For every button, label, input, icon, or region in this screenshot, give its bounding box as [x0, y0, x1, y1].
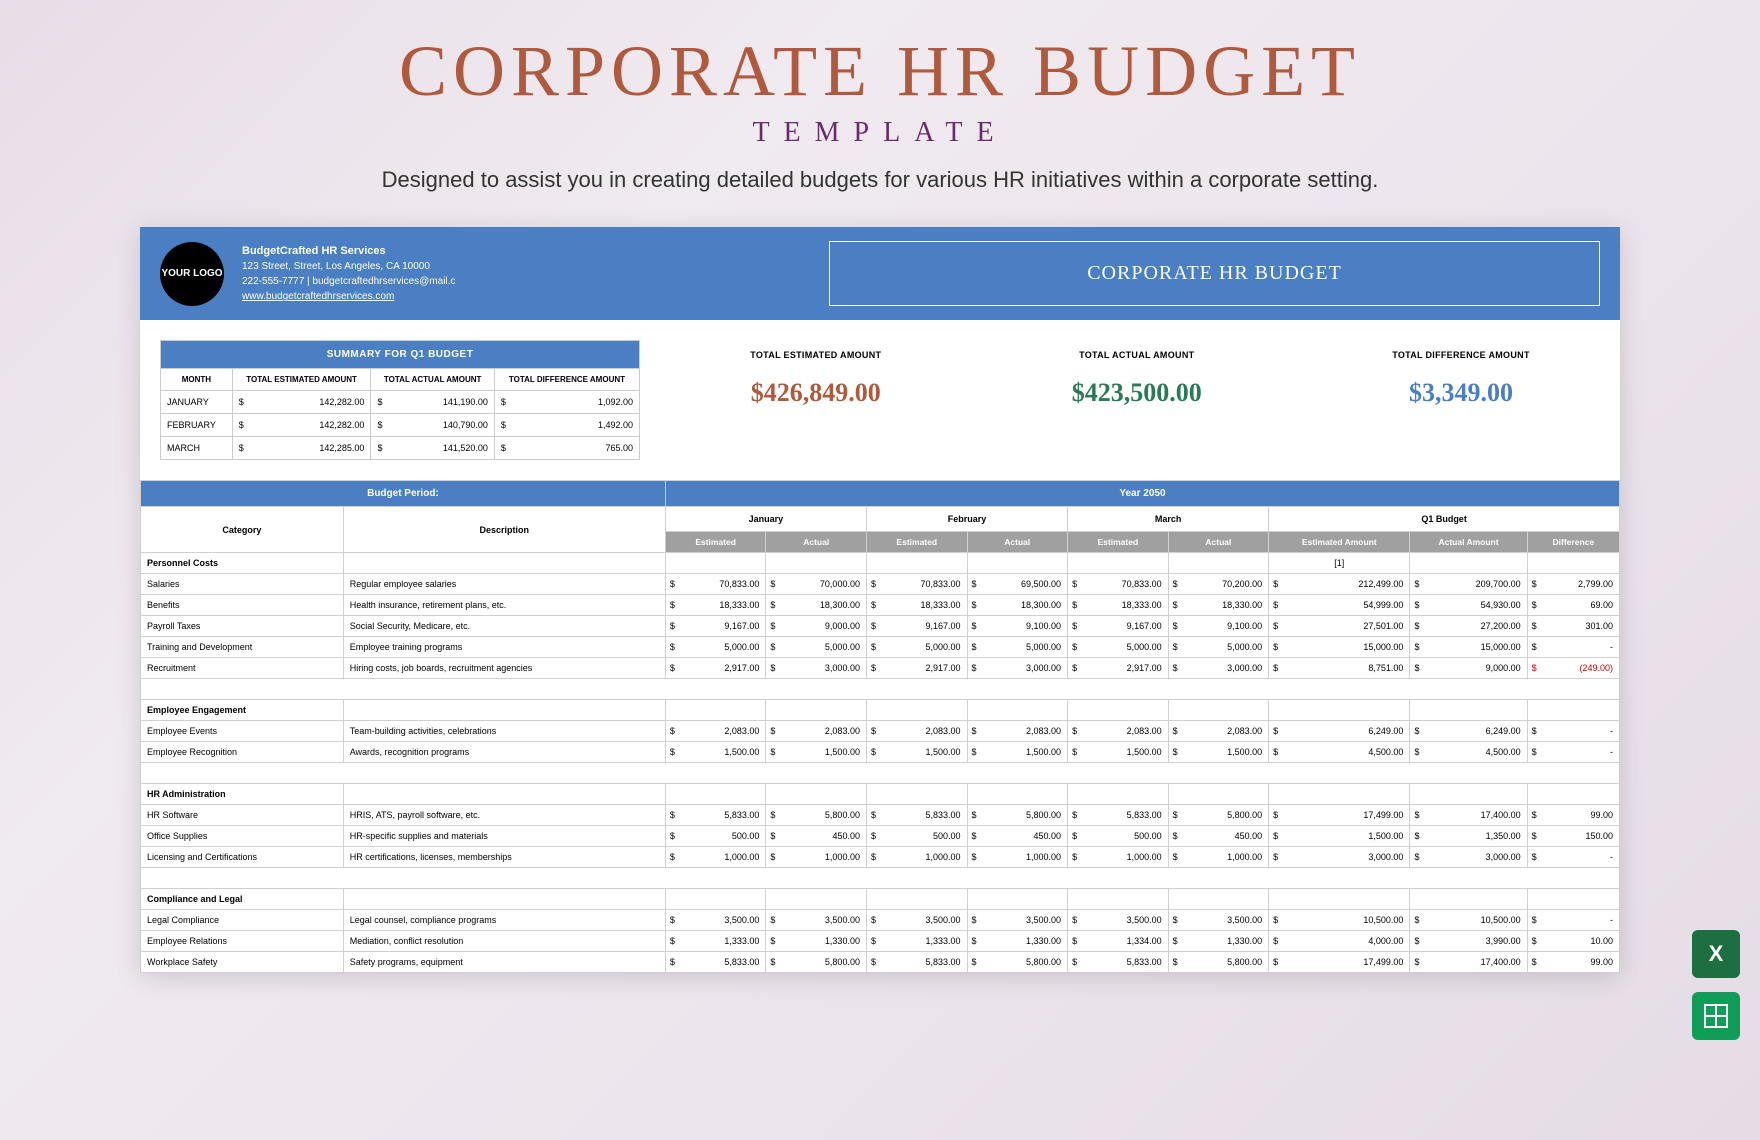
sub-q-e: Estimated Amount [1269, 532, 1410, 553]
section-header-row: Personnel Costs[1] [141, 553, 1620, 574]
excel-icon[interactable]: X [1692, 930, 1740, 978]
total-diff-card: TOTAL DIFFERENCE AMOUNT $3,349.00 [1392, 350, 1530, 408]
page-header: CORPORATE HR BUDGET TEMPLATE Designed to… [0, 0, 1760, 203]
doc-title-box: CORPORATE HR BUDGET [829, 241, 1600, 306]
summary-title: SUMMARY FOR Q1 BUDGET [161, 341, 640, 369]
sub-jan-e: Estimated [665, 532, 766, 553]
sub-feb-e: Estimated [866, 532, 967, 553]
summary-row: JANUARY $ 142,282.00 $ 141,190.00 $ 1,09… [161, 391, 640, 414]
section-header-row: HR Administration [141, 784, 1620, 805]
col-diff: TOTAL DIFFERENCE AMOUNT [494, 369, 639, 391]
budget-table: Budget Period: Year 2050 Category Descri… [140, 480, 1620, 973]
company-info: BudgetCrafted HR Services 123 Street, St… [242, 243, 455, 305]
company-website: www.budgetcraftedhrservices.com [242, 289, 455, 304]
col-feb: February [866, 507, 1067, 532]
sub-jan-a: Actual [766, 532, 867, 553]
col-description: Description [343, 507, 665, 553]
col-q1: Q1 Budget [1269, 507, 1620, 532]
col-mar: March [1068, 507, 1269, 532]
spacer-row [141, 763, 1620, 784]
table-row: Licensing and CertificationsHR certifica… [141, 847, 1620, 868]
summary-section: SUMMARY FOR Q1 BUDGET MONTH TOTAL ESTIMA… [140, 320, 1620, 480]
spacer-row [141, 679, 1620, 700]
spacer-row [141, 868, 1620, 889]
main-title: CORPORATE HR BUDGET [20, 30, 1740, 113]
period-value: Year 2050 [665, 481, 1619, 507]
table-row: Office SuppliesHR-specific supplies and … [141, 826, 1620, 847]
company-address: 123 Street, Street, Los Angeles, CA 1000… [242, 259, 455, 274]
table-row: Employee RecognitionAwards, recognition … [141, 742, 1620, 763]
table-row: HR SoftwareHRIS, ATS, payroll software, … [141, 805, 1620, 826]
table-row: Payroll TaxesSocial Security, Medicare, … [141, 616, 1620, 637]
col-jan: January [665, 507, 866, 532]
col-est: TOTAL ESTIMATED AMOUNT [232, 369, 371, 391]
section-header-row: Employee Engagement [141, 700, 1620, 721]
company-name: BudgetCrafted HR Services [242, 243, 455, 260]
summary-table: SUMMARY FOR Q1 BUDGET MONTH TOTAL ESTIMA… [160, 340, 640, 460]
col-month: MONTH [161, 369, 233, 391]
summary-row: FEBRUARY $ 142,282.00 $ 140,790.00 $ 1,4… [161, 414, 640, 437]
col-category: Category [141, 507, 344, 553]
sub-mar-e: Estimated [1068, 532, 1169, 553]
sub-q-d: Difference [1527, 532, 1619, 553]
sub-feb-a: Actual [967, 532, 1068, 553]
company-contact: 222-555-7777 | budgetcraftedhrservices@m… [242, 274, 455, 289]
table-row: Employee RelationsMediation, conflict re… [141, 931, 1620, 952]
sub-q-a: Actual Amount [1410, 532, 1527, 553]
total-est-label: TOTAL ESTIMATED AMOUNT [750, 350, 881, 360]
doc-header-bar: YOUR LOGO BudgetCrafted HR Services 123 … [140, 227, 1620, 320]
spreadsheet-preview: YOUR LOGO BudgetCrafted HR Services 123 … [140, 227, 1620, 973]
logo-placeholder: YOUR LOGO [160, 242, 224, 306]
summary-row: MARCH $ 142,285.00 $ 141,520.00 $ 765.00 [161, 437, 640, 460]
period-label: Budget Period: [141, 481, 666, 507]
total-estimated-card: TOTAL ESTIMATED AMOUNT $426,849.00 [750, 350, 881, 408]
logo-block: YOUR LOGO BudgetCrafted HR Services 123 … [160, 242, 809, 306]
sub-mar-a: Actual [1168, 532, 1269, 553]
total-act-label: TOTAL ACTUAL AMOUNT [1072, 350, 1202, 360]
total-act-value: $423,500.00 [1072, 378, 1202, 408]
sheets-icon[interactable] [1692, 992, 1740, 1040]
table-row: RecruitmentHiring costs, job boards, rec… [141, 658, 1620, 679]
table-row: BenefitsHealth insurance, retirement pla… [141, 595, 1620, 616]
total-diff-value: $3,349.00 [1392, 378, 1530, 408]
table-row: SalariesRegular employee salaries $70,83… [141, 574, 1620, 595]
table-row: Training and DevelopmentEmployee trainin… [141, 637, 1620, 658]
section-header-row: Compliance and Legal [141, 889, 1620, 910]
period-row: Budget Period: Year 2050 [141, 481, 1620, 507]
table-row: Workplace SafetySafety programs, equipme… [141, 952, 1620, 973]
description: Designed to assist you in creating detai… [20, 167, 1740, 193]
cols-row: Category Description January February Ma… [141, 507, 1620, 532]
table-row: Employee EventsTeam-building activities,… [141, 721, 1620, 742]
col-act: TOTAL ACTUAL AMOUNT [371, 369, 494, 391]
summary-header-row: MONTH TOTAL ESTIMATED AMOUNT TOTAL ACTUA… [161, 369, 640, 391]
subtitle: TEMPLATE [20, 117, 1740, 149]
totals-block: TOTAL ESTIMATED AMOUNT $426,849.00 TOTAL… [680, 340, 1600, 408]
table-row: Legal ComplianceLegal counsel, complianc… [141, 910, 1620, 931]
total-est-value: $426,849.00 [750, 378, 881, 408]
total-diff-label: TOTAL DIFFERENCE AMOUNT [1392, 350, 1530, 360]
app-icons: X [1692, 930, 1740, 1040]
total-actual-card: TOTAL ACTUAL AMOUNT $423,500.00 [1072, 350, 1202, 408]
